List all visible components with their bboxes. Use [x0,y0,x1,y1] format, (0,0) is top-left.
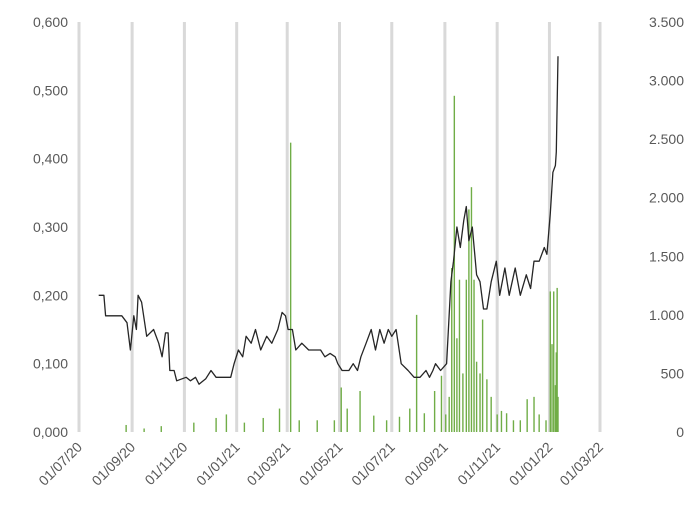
volume-bar [448,396,450,432]
right-tick-label: 2.000 [649,190,684,206]
x-tick-label: 01/01/21 [193,439,243,489]
price-line [98,56,559,385]
right-tick-label: 0 [676,424,684,440]
x-tick-label: 01/11/20 [141,439,190,488]
left-tick-label: 0,500 [33,82,68,98]
volume-bar [468,209,470,432]
x-tick-label: 01/05/21 [296,439,346,489]
right-tick-label: 1.500 [649,248,684,264]
volume-bar [193,422,195,432]
volume-bar [462,373,464,432]
volume-bar [505,413,508,432]
volume-bar [243,422,246,432]
volume-bar [496,414,498,432]
volume-bar [479,373,481,432]
x-tick-label: 01/09/21 [401,439,451,489]
volume-bar [500,410,503,432]
x-tick-label: 01/01/22 [506,439,556,489]
volume-bar [160,426,162,432]
volume-bar [526,399,528,432]
volume-bar [456,338,458,432]
right-tick-label: 3.500 [649,14,684,30]
left-tick-label: 0,100 [33,356,68,372]
volume-bar [398,416,401,432]
volume-bar [549,291,551,432]
volume-bar [545,420,547,432]
left-tick-label: 0,200 [33,287,68,303]
left-tick-label: 0,400 [33,151,68,167]
volume-bar [451,268,453,432]
volume-bar [373,415,375,432]
volume-bar [453,95,456,433]
left-axis-ticks: 0,000 0,100 0,200 0,300 0,400 0,500 0,600 [33,14,68,440]
volume-bar [225,414,228,432]
volume-bars [125,95,559,433]
volume-bar [551,344,553,432]
volume-bar [481,319,484,432]
volume-bar [359,391,361,432]
right-tick-label: 3.000 [649,73,684,89]
volume-bar [458,279,461,432]
volume-bar [490,396,492,432]
volume-bar [445,414,447,432]
volume-bar [533,396,535,432]
volume-bar [553,291,555,432]
volume-bar [555,352,557,432]
volume-bar [278,408,281,432]
volume-bar [470,187,473,432]
volume-bar [385,420,388,432]
volume-bar [465,279,468,432]
volume-bar [519,420,522,432]
grid-lines [77,22,602,432]
left-tick-label: 0,000 [33,424,68,440]
volume-bar [538,414,540,432]
volume-bar [125,424,127,432]
volume-bar [409,408,411,432]
x-tick-label: 01/09/20 [88,439,138,489]
volume-bar [433,391,436,432]
x-tick-label: 01/11/21 [454,439,503,488]
volume-bar [554,385,557,432]
volume-bar [215,417,217,432]
right-tick-label: 500 [661,365,685,381]
volume-bar [512,420,515,432]
volume-bar [262,417,264,432]
volume-bar [415,314,418,432]
volume-bar [289,142,292,432]
left-tick-label: 0,300 [33,219,68,235]
volume-bar [556,287,558,432]
x-axis-ticks: 01/07/20 01/09/20 01/11/20 01/01/21 01/03/21… [35,439,606,489]
volume-bar [440,375,443,432]
volume-bar [423,413,426,432]
volume-bar [475,361,478,432]
volume-bar [346,408,348,432]
right-tick-label: 1.000 [649,307,684,323]
price-line-group [98,56,559,385]
x-tick-label: 01/07/21 [348,439,398,489]
left-tick-label: 0,600 [33,14,68,30]
volume-bar [298,420,300,432]
right-axis-ticks: 0 500 1.000 1.500 2.000 2.500 3.000 3.500 [649,14,684,440]
x-tick-label: 01/07/20 [35,439,85,489]
volume-bar [486,379,488,432]
volume-bar [557,396,559,432]
volume-bar [473,279,475,432]
volume-bar [143,428,145,432]
volume-bar [333,420,336,432]
right-tick-label: 2.500 [649,131,684,147]
volume-bar [340,387,342,432]
volume-bar [316,420,318,432]
x-tick-label: 01/03/22 [556,439,606,489]
x-tick-label: 01/03/21 [243,439,293,489]
